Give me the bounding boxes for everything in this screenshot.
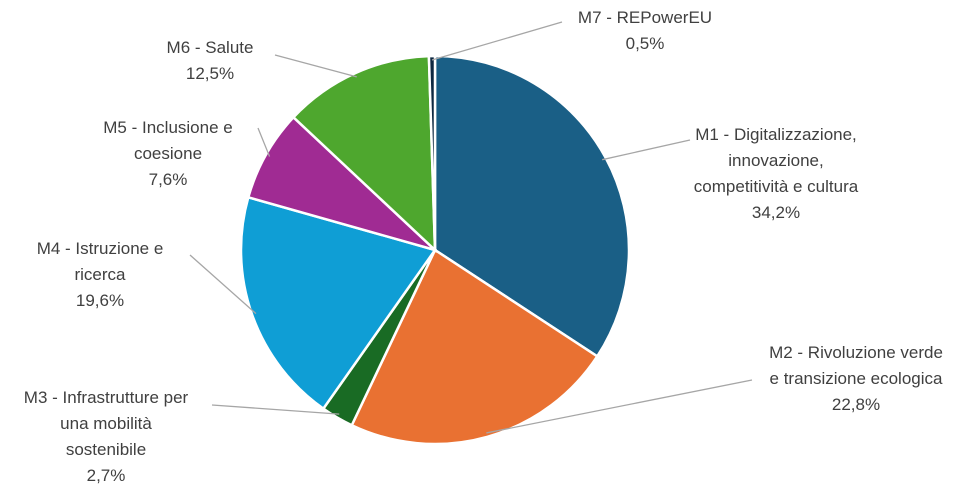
- data-label: M6 - Salute 12,5%: [150, 35, 270, 87]
- category-label: M4 - Istruzione e ricerca: [36, 239, 164, 284]
- data-label: M1 - Digitalizzazione, innovazione, comp…: [690, 122, 862, 226]
- leader-line: [189, 254, 257, 315]
- leader-line: [274, 54, 357, 78]
- value-label: 19,6%: [75, 291, 125, 310]
- value-label: 12,5%: [185, 64, 235, 83]
- value-label: 2,7%: [86, 466, 126, 485]
- value-label: 34,2%: [751, 203, 801, 222]
- category-label: M2 - Rivoluzione verde e transizione eco…: [769, 343, 943, 388]
- data-label: M2 - Rivoluzione verde e transizione eco…: [769, 340, 944, 418]
- value-label: 22,8%: [831, 395, 881, 414]
- category-label: M6 - Salute: [166, 38, 254, 57]
- category-label: M5 - Inclusione e coesione: [103, 118, 233, 163]
- data-label: M7 - REPowerEU 0,5%: [565, 5, 725, 57]
- leader-line: [431, 21, 563, 61]
- data-label: M4 - Istruzione e ricerca 19,6%: [25, 236, 175, 314]
- category-label: M7 - REPowerEU: [577, 8, 713, 27]
- category-label: M3 - Infrastrutture per una mobilità sos…: [23, 388, 189, 459]
- data-label: M3 - Infrastrutture per una mobilità sos…: [24, 385, 189, 489]
- leader-line: [602, 139, 691, 161]
- pie-slice: [239, 195, 438, 411]
- leader-line: [211, 404, 340, 415]
- value-label: 7,6%: [148, 170, 188, 189]
- pie-slice: [427, 54, 437, 251]
- data-label: M5 - Inclusione e coesione 7,6%: [93, 115, 243, 193]
- value-label: 0,5%: [625, 34, 665, 53]
- category-label: M1 - Digitalizzazione, innovazione, comp…: [693, 125, 859, 196]
- pie-slice: [291, 54, 437, 253]
- leader-line: [257, 127, 271, 157]
- leader-line: [486, 379, 753, 434]
